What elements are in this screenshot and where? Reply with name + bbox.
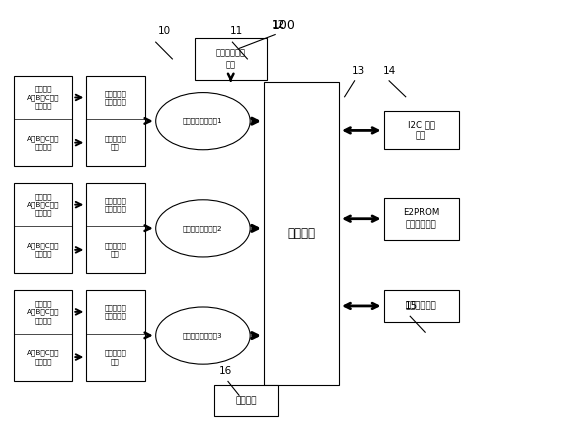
Text: 三相电设计量模块1: 三相电设计量模块1 <box>183 118 223 124</box>
FancyBboxPatch shape <box>86 183 145 273</box>
FancyBboxPatch shape <box>14 290 73 381</box>
Text: 三相电设计量模块3: 三相电设计量模块3 <box>183 332 223 339</box>
Text: 三相四线
A、B、C各相
监测电压: 三相四线 A、B、C各相 监测电压 <box>27 300 60 323</box>
Text: 三相电设计量模块2: 三相电设计量模块2 <box>183 225 223 232</box>
Text: 14: 14 <box>383 66 396 76</box>
Text: A、B、C各相
监测电流: A、B、C各相 监测电流 <box>27 242 60 257</box>
FancyBboxPatch shape <box>86 290 145 381</box>
Text: 电压分压电
阻网络采样: 电压分压电 阻网络采样 <box>104 90 126 105</box>
Text: 电流互感器
采样: 电流互感器 采样 <box>104 135 126 150</box>
Text: 电压分压电
阻网络采样: 电压分压电 阻网络采样 <box>104 305 126 319</box>
FancyBboxPatch shape <box>194 38 267 80</box>
FancyBboxPatch shape <box>383 290 459 322</box>
Ellipse shape <box>156 200 250 257</box>
FancyBboxPatch shape <box>383 112 459 149</box>
Text: 校表模块: 校表模块 <box>235 396 257 405</box>
Text: 电流互感器
采样: 电流互感器 采样 <box>104 350 126 365</box>
FancyBboxPatch shape <box>86 76 145 166</box>
FancyBboxPatch shape <box>14 183 73 273</box>
Text: 实时时钟模块: 实时时钟模块 <box>405 302 437 311</box>
Text: 电压分压电
阻网络采样: 电压分压电 阻网络采样 <box>104 197 126 212</box>
Text: 16: 16 <box>218 366 232 376</box>
Text: 12: 12 <box>272 19 285 30</box>
FancyBboxPatch shape <box>214 385 278 416</box>
Text: 电源隔离保护
模块: 电源隔离保护 模块 <box>215 49 246 69</box>
Text: E2PROM
数据存储模块: E2PROM 数据存储模块 <box>403 208 439 229</box>
Text: A、B、C各相
监测电流: A、B、C各相 监测电流 <box>27 350 60 365</box>
Text: 电流互感器
采样: 电流互感器 采样 <box>104 242 126 257</box>
Text: A、B、C各相
监测电流: A、B、C各相 监测电流 <box>27 135 60 150</box>
Text: 三相四线
A、B、C各相
监测电压: 三相四线 A、B、C各相 监测电压 <box>27 193 60 216</box>
Text: 11: 11 <box>230 26 243 36</box>
FancyBboxPatch shape <box>264 82 339 385</box>
Text: 微控制器: 微控制器 <box>287 227 316 240</box>
Ellipse shape <box>156 307 250 364</box>
Text: 10: 10 <box>158 26 171 36</box>
Text: 15: 15 <box>405 301 418 311</box>
Text: 三相四线
A、B、C各相
监测电压: 三相四线 A、B、C各相 监测电压 <box>27 86 60 109</box>
Ellipse shape <box>156 93 250 150</box>
Text: 100: 100 <box>272 19 295 32</box>
FancyBboxPatch shape <box>14 76 73 166</box>
FancyBboxPatch shape <box>383 198 459 240</box>
Text: I2C 通讯
模块: I2C 通讯 模块 <box>408 120 434 141</box>
Text: 13: 13 <box>352 66 365 76</box>
